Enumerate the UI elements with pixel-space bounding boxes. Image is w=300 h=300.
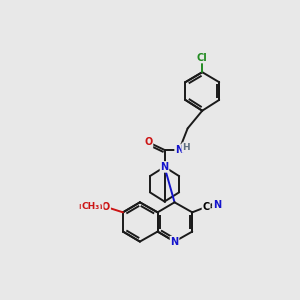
Text: Cl: Cl [197,52,208,63]
Text: C: C [202,202,210,212]
Text: O: O [144,137,152,147]
Text: meth: meth [78,202,103,211]
Text: CH₃: CH₃ [82,202,100,211]
Text: N: N [175,145,183,155]
Text: N: N [160,162,169,172]
Text: N: N [213,200,221,210]
Text: H: H [182,143,190,152]
Text: O: O [102,202,110,212]
Text: N: N [170,237,178,247]
